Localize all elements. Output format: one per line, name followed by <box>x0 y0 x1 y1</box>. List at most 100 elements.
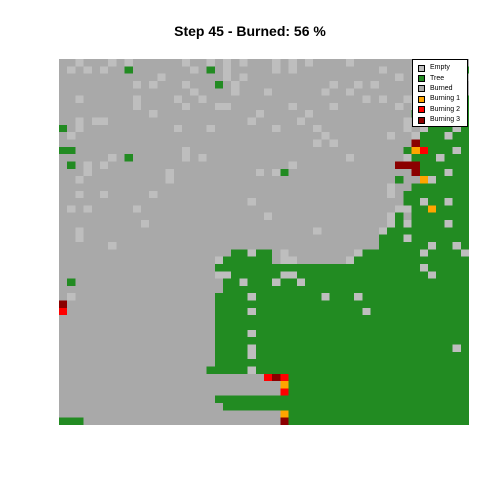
grid-cell-tree <box>387 307 396 316</box>
grid-cell-burned <box>247 124 257 133</box>
grid-cell-burned <box>173 132 183 140</box>
grid-cell-tree <box>329 366 339 375</box>
grid-cell-burned <box>370 102 380 111</box>
grid-cell-burned <box>198 256 207 265</box>
grid-cell-empty <box>75 95 84 104</box>
grid-cell-tree <box>280 344 289 353</box>
grid-cell-burned <box>255 410 265 419</box>
grid-cell-burned <box>239 124 248 133</box>
grid-cell-tree <box>239 315 248 323</box>
grid-cell-burned <box>75 315 84 323</box>
grid-cell-burned <box>329 88 339 96</box>
grid-cell-burned <box>59 198 68 206</box>
grid-cell-burned <box>206 322 216 331</box>
grid-cell-burned <box>198 110 207 118</box>
grid-cell-burned <box>157 124 166 133</box>
grid-cell-tree <box>419 293 429 301</box>
grid-cell-tree <box>436 337 445 345</box>
grid-cell-tree <box>214 322 224 331</box>
grid-cell-burned <box>67 117 76 126</box>
grid-cell-tree <box>460 417 469 425</box>
grid-cell-burned <box>141 80 150 89</box>
grid-cell-burned <box>108 95 117 104</box>
grid-cell-burned <box>182 95 191 104</box>
grid-cell-burned <box>354 205 363 214</box>
grid-cell-empty <box>182 102 191 111</box>
grid-cell-burned <box>403 183 412 192</box>
grid-cell-tree <box>460 381 469 389</box>
grid-cell-tree <box>444 381 453 389</box>
grid-cell-burned <box>182 88 191 96</box>
grid-cell-burned <box>141 359 150 367</box>
grid-cell-burned <box>59 80 68 89</box>
grid-cell-burned <box>255 88 265 96</box>
grid-cell-burned <box>100 285 109 294</box>
grid-cell-burned <box>157 381 166 389</box>
grid-cell-tree <box>305 263 314 272</box>
grid-cell-burned <box>354 73 363 82</box>
grid-cell-burned <box>362 110 371 118</box>
grid-cell-burned <box>223 117 232 126</box>
grid-cell-empty <box>460 249 469 257</box>
grid-cell-tree <box>329 403 339 411</box>
grid-cell-tree <box>255 249 265 257</box>
grid-cell-tree <box>214 329 224 338</box>
grid-cell-burned <box>165 403 175 411</box>
grid-cell-burned <box>280 242 289 250</box>
grid-cell-burned <box>198 359 207 367</box>
grid-cell-burned <box>198 403 207 411</box>
grid-cell-burned <box>329 220 339 228</box>
grid-cell-burned <box>67 124 76 133</box>
grid-cell-tree <box>403 293 412 301</box>
grid-cell-burned <box>272 227 281 236</box>
grid-cell-burned <box>198 366 207 375</box>
grid-cell-burned <box>272 205 281 214</box>
grid-cell-tree <box>460 373 469 382</box>
grid-cell-tree <box>436 132 445 140</box>
grid-cell-burned <box>108 395 117 404</box>
grid-cell-tree <box>124 154 134 162</box>
grid-cell-burned <box>231 139 240 148</box>
grid-cell-tree <box>370 249 380 257</box>
grid-cell-tree <box>280 300 289 309</box>
grid-cell-burned <box>378 205 388 214</box>
grid-cell-burned <box>141 66 150 74</box>
grid-cell-burned <box>321 161 330 170</box>
grid-cell-burned <box>337 176 347 184</box>
grid-cell-burned <box>214 154 224 162</box>
grid-cell-tree <box>362 351 371 360</box>
grid-cell-tree <box>436 322 445 331</box>
grid-cell-burned <box>198 307 207 316</box>
grid-cell-burned <box>395 88 404 96</box>
grid-cell-burned <box>255 73 265 82</box>
grid-cell-burned <box>370 132 380 140</box>
grid-cell-burned <box>124 110 134 118</box>
grid-cell-tree <box>411 403 421 411</box>
grid-cell-tree <box>264 271 273 279</box>
grid-cell-burned <box>67 263 76 272</box>
grid-cell-tree <box>247 395 257 404</box>
grid-cell-empty <box>378 66 388 74</box>
grid-cell-burned <box>206 300 216 309</box>
grid-cell-burned <box>91 285 101 294</box>
grid-cell-burned <box>108 263 117 272</box>
grid-cell-tree <box>411 300 421 309</box>
grid-cell-burned <box>182 168 191 177</box>
grid-cell-burning-1 <box>280 410 289 419</box>
grid-cell-empty <box>132 95 142 104</box>
legend-item-tree: Tree <box>418 73 467 83</box>
grid-cell-burned <box>247 183 257 192</box>
grid-cell-burned <box>288 183 298 192</box>
grid-cell-burned <box>132 220 142 228</box>
grid-cell-burned <box>305 88 314 96</box>
grid-cell-empty <box>378 227 388 236</box>
grid-cell-tree <box>452 410 462 419</box>
grid-cell-burned <box>288 190 298 199</box>
grid-cell-burned <box>255 227 265 236</box>
grid-cell-burned <box>206 359 216 367</box>
grid-cell-tree <box>239 263 248 272</box>
grid-cell-burned <box>91 388 101 397</box>
grid-cell-burned <box>395 124 404 133</box>
grid-cell-burned <box>132 285 142 294</box>
grid-cell-burned <box>190 337 199 345</box>
